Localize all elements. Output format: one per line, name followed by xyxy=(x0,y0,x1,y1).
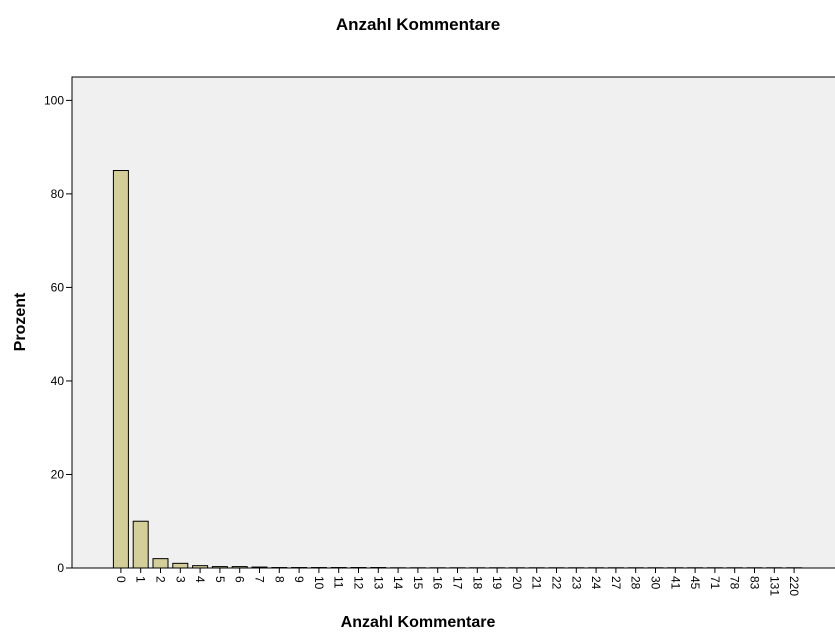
x-tick-label: 220 xyxy=(787,576,801,596)
x-tick-label: 27 xyxy=(609,576,623,590)
x-axis-label: Anzahl Kommentare xyxy=(341,614,496,631)
bar xyxy=(251,566,268,569)
x-tick-label: 4 xyxy=(193,576,207,583)
chart-title: Anzahl Kommentare xyxy=(336,15,500,34)
x-tick-label: 20 xyxy=(510,576,524,590)
bar xyxy=(112,170,129,569)
x-tick-label: 8 xyxy=(272,576,286,583)
bar xyxy=(172,562,189,569)
x-tick-label: 23 xyxy=(569,576,583,590)
bar xyxy=(231,566,248,569)
x-tick-label: 22 xyxy=(550,576,564,590)
x-tick-label: 45 xyxy=(688,576,702,590)
bar xyxy=(132,520,149,569)
x-tick-label: 83 xyxy=(748,576,762,590)
x-tick-label: 1 xyxy=(134,576,148,583)
x-tick-label: 0 xyxy=(114,576,128,583)
y-axis-label: Prozent xyxy=(12,292,29,351)
x-tick-label: 7 xyxy=(253,576,267,583)
y-tick-label: 100 xyxy=(44,93,64,107)
x-tick-label: 10 xyxy=(312,576,326,590)
bar xyxy=(211,566,228,569)
x-tick-label: 24 xyxy=(589,576,603,590)
x-tick-label: 78 xyxy=(728,576,742,590)
x-tick-label: 3 xyxy=(173,576,187,583)
y-tick-label: 80 xyxy=(51,187,65,201)
bar xyxy=(192,565,209,569)
x-tick-label: 131 xyxy=(767,576,781,596)
x-tick-label: 16 xyxy=(431,576,445,590)
x-tick-label: 12 xyxy=(352,576,366,590)
x-tick-label: 5 xyxy=(213,576,227,583)
x-tick-label: 11 xyxy=(332,576,346,589)
plot-area xyxy=(71,76,835,569)
bar xyxy=(152,558,169,569)
x-tick-label: 17 xyxy=(451,576,465,590)
y-tick-label: 20 xyxy=(51,467,65,481)
x-tick-label: 6 xyxy=(233,576,247,583)
y-tick-label: 40 xyxy=(51,374,65,388)
y-tick-label: 60 xyxy=(51,280,65,294)
y-tick-label: 0 xyxy=(57,561,64,575)
x-tick-label: 30 xyxy=(649,576,663,590)
x-tick-label: 13 xyxy=(371,576,385,590)
x-tick-label: 19 xyxy=(490,576,504,590)
x-tick-label: 18 xyxy=(470,576,484,590)
x-tick-label: 15 xyxy=(411,576,425,590)
x-tick-label: 9 xyxy=(292,576,306,583)
x-tick-label: 28 xyxy=(629,576,643,590)
x-tick-label: 2 xyxy=(154,576,168,583)
x-tick-label: 14 xyxy=(391,576,405,590)
x-tick-label: 41 xyxy=(668,576,682,590)
x-tick-label: 71 xyxy=(708,576,722,590)
x-tick-label: 21 xyxy=(530,576,544,590)
